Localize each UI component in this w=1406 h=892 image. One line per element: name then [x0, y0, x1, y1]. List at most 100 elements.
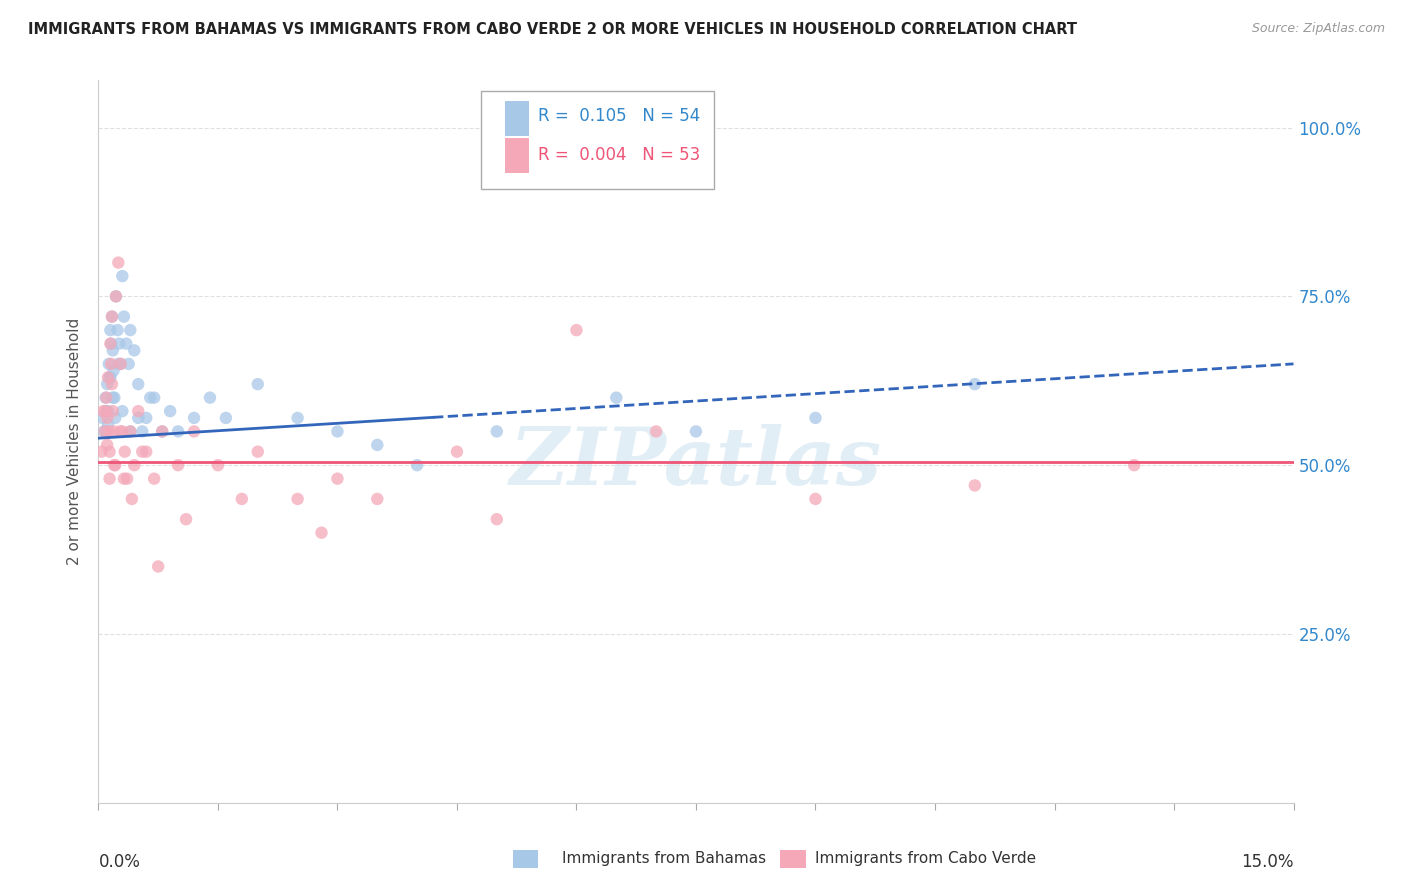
Point	[91, 404, 114, 418]
Text: Immigrants from Bahamas: Immigrants from Bahamas	[562, 851, 766, 865]
Point	[198, 391, 221, 405]
Y-axis label: 2 or more Vehicles in Household: 2 or more Vehicles in Household	[67, 318, 83, 566]
Point	[111, 269, 134, 284]
Point	[110, 357, 132, 371]
Point	[124, 458, 146, 472]
Point	[101, 377, 124, 392]
Text: ZIPatlas: ZIPatlas	[510, 425, 882, 502]
Point	[103, 425, 125, 439]
Point	[120, 425, 142, 439]
Point	[91, 411, 114, 425]
Point	[98, 444, 121, 458]
Point	[174, 512, 197, 526]
Point	[111, 425, 134, 439]
FancyBboxPatch shape	[481, 91, 714, 189]
Point	[565, 323, 588, 337]
Point	[98, 336, 122, 351]
Point	[127, 377, 149, 392]
Point	[246, 444, 269, 458]
Point	[107, 357, 129, 371]
Point	[98, 472, 121, 486]
Point	[104, 458, 127, 472]
Point	[366, 491, 388, 506]
Point	[183, 425, 205, 439]
Point	[104, 289, 127, 303]
Point	[96, 404, 118, 418]
Point	[96, 425, 118, 439]
Point	[93, 425, 115, 439]
Text: R =  0.004   N = 53: R = 0.004 N = 53	[538, 146, 700, 164]
Text: 15.0%: 15.0%	[1241, 854, 1294, 871]
Point	[645, 425, 668, 439]
Point	[963, 377, 986, 392]
Point	[1123, 458, 1146, 472]
Point	[135, 411, 157, 425]
Point	[111, 404, 134, 418]
Point	[120, 425, 142, 439]
Point	[97, 404, 120, 418]
Point	[131, 425, 153, 439]
Point	[124, 343, 146, 358]
Point	[94, 425, 117, 439]
Point	[485, 512, 508, 526]
Text: Source: ZipAtlas.com: Source: ZipAtlas.com	[1251, 22, 1385, 36]
Point	[114, 444, 136, 458]
Point	[94, 404, 117, 418]
Point	[120, 323, 142, 337]
Point	[183, 411, 205, 425]
Point	[97, 417, 120, 432]
Point	[231, 491, 253, 506]
Point	[804, 411, 827, 425]
Point	[118, 357, 141, 371]
Point	[101, 391, 124, 405]
Point	[103, 364, 125, 378]
Point	[112, 310, 135, 324]
Point	[101, 343, 124, 358]
Text: 0.0%: 0.0%	[98, 854, 141, 871]
Point	[326, 425, 349, 439]
Point	[110, 357, 132, 371]
Point	[127, 411, 149, 425]
Point	[103, 458, 125, 472]
Text: R =  0.105   N = 54: R = 0.105 N = 54	[538, 107, 700, 125]
Text: Immigrants from Cabo Verde: Immigrants from Cabo Verde	[815, 851, 1036, 865]
Point	[107, 323, 129, 337]
Point	[96, 391, 118, 405]
Point	[139, 391, 162, 405]
Point	[112, 472, 135, 486]
Point	[485, 425, 508, 439]
Point	[311, 525, 333, 540]
Point	[98, 370, 122, 384]
Point	[98, 370, 121, 384]
Point	[150, 425, 173, 439]
Point	[167, 458, 190, 472]
Point	[101, 404, 124, 418]
Point	[121, 491, 143, 506]
Point	[97, 370, 120, 384]
Point	[96, 438, 118, 452]
Point	[143, 472, 166, 486]
Point	[143, 391, 166, 405]
Point	[108, 425, 131, 439]
Point	[406, 458, 429, 472]
Point	[100, 336, 122, 351]
Point	[215, 411, 238, 425]
Point	[127, 404, 149, 418]
Point	[148, 559, 170, 574]
Point	[135, 444, 157, 458]
Point	[97, 357, 120, 371]
FancyBboxPatch shape	[505, 138, 529, 173]
Point	[287, 491, 309, 506]
Point	[326, 472, 349, 486]
Point	[101, 310, 124, 324]
Point	[366, 438, 388, 452]
Point	[96, 411, 118, 425]
Point	[104, 289, 127, 303]
Point	[159, 404, 181, 418]
Point	[150, 425, 173, 439]
Point	[115, 336, 138, 351]
Point	[804, 491, 827, 506]
Point	[115, 472, 138, 486]
Point	[131, 444, 153, 458]
Point	[446, 444, 468, 458]
